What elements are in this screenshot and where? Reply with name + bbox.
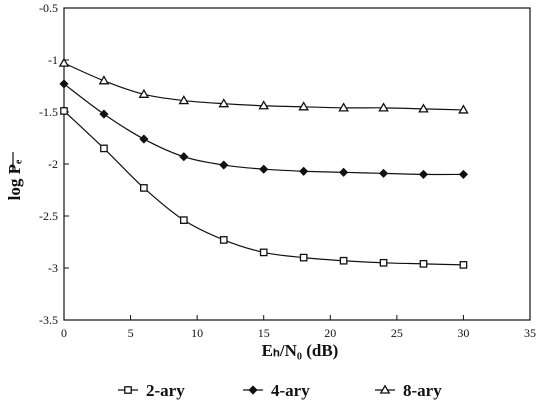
data-point (179, 152, 189, 162)
legend-item: 2-ary (118, 381, 185, 400)
data-point (418, 169, 429, 179)
series-8-ary (58, 57, 469, 114)
data-point (458, 169, 468, 179)
x-tick-label: 25 (391, 326, 403, 340)
data-point (299, 166, 309, 176)
data-point (339, 167, 349, 177)
data-point (458, 104, 469, 114)
legend-label: 4-ary (271, 381, 310, 400)
series-group (58, 57, 469, 269)
y-tick-label: -3 (48, 261, 58, 275)
x-tick-label: 0 (61, 326, 67, 340)
legend-label: 8-ary (403, 381, 442, 400)
data-point (138, 88, 150, 98)
data-point (258, 100, 270, 110)
legend-item: 4-ary (243, 381, 310, 400)
data-point (100, 144, 108, 153)
y-axis-title: log Pₑ (5, 159, 24, 200)
data-point (378, 102, 389, 112)
data-point (99, 109, 109, 119)
legend-label: 2-ary (146, 381, 185, 400)
data-point (218, 98, 230, 108)
data-point (179, 216, 188, 225)
x-tick-label: 15 (258, 326, 270, 340)
series-2-ary (60, 107, 468, 269)
x-tick-label: 30 (457, 326, 469, 340)
data-point (219, 236, 228, 244)
y-tick-label: -1 (48, 53, 58, 67)
data-point (338, 102, 349, 112)
y-tick-label: -2 (48, 157, 58, 171)
data-point (339, 256, 348, 265)
y-tick-label: -3.5 (39, 313, 58, 327)
data-point (419, 259, 428, 268)
plot-frame (63, 7, 531, 321)
data-point (379, 258, 388, 267)
y-tick-label: -1.5 (39, 105, 58, 119)
x-tick-label: 5 (128, 326, 134, 340)
data-point (378, 168, 389, 178)
data-point (139, 134, 149, 144)
data-point (259, 164, 269, 174)
data-point (178, 95, 190, 105)
legend-marker (248, 385, 258, 395)
series-line (63, 110, 464, 266)
data-point (459, 261, 468, 269)
y-tick-label: -2.5 (39, 209, 58, 223)
legend-marker (379, 384, 391, 394)
data-point (98, 75, 110, 85)
data-point (60, 107, 68, 115)
series-line (63, 83, 464, 176)
data-point (219, 160, 229, 170)
x-tick-label: 10 (191, 326, 203, 340)
x-axis-title: Eₕ/N₀ (dB) (262, 341, 339, 360)
x-tick-label: 35 (524, 326, 536, 340)
legend-marker (124, 386, 132, 394)
data-point (140, 184, 148, 192)
data-point (259, 248, 268, 257)
data-point (298, 101, 309, 111)
axes (63, 7, 531, 321)
data-point (58, 57, 70, 67)
legend: 2-ary 4-ary 8-ary (118, 381, 442, 400)
data-point (299, 253, 308, 262)
x-tick-label: 20 (324, 326, 336, 340)
legend-item: 8-ary (375, 381, 442, 400)
data-point (418, 103, 429, 113)
data-point (59, 79, 69, 89)
series-4-ary (59, 79, 468, 179)
y-tick-label: -0.5 (39, 1, 58, 15)
